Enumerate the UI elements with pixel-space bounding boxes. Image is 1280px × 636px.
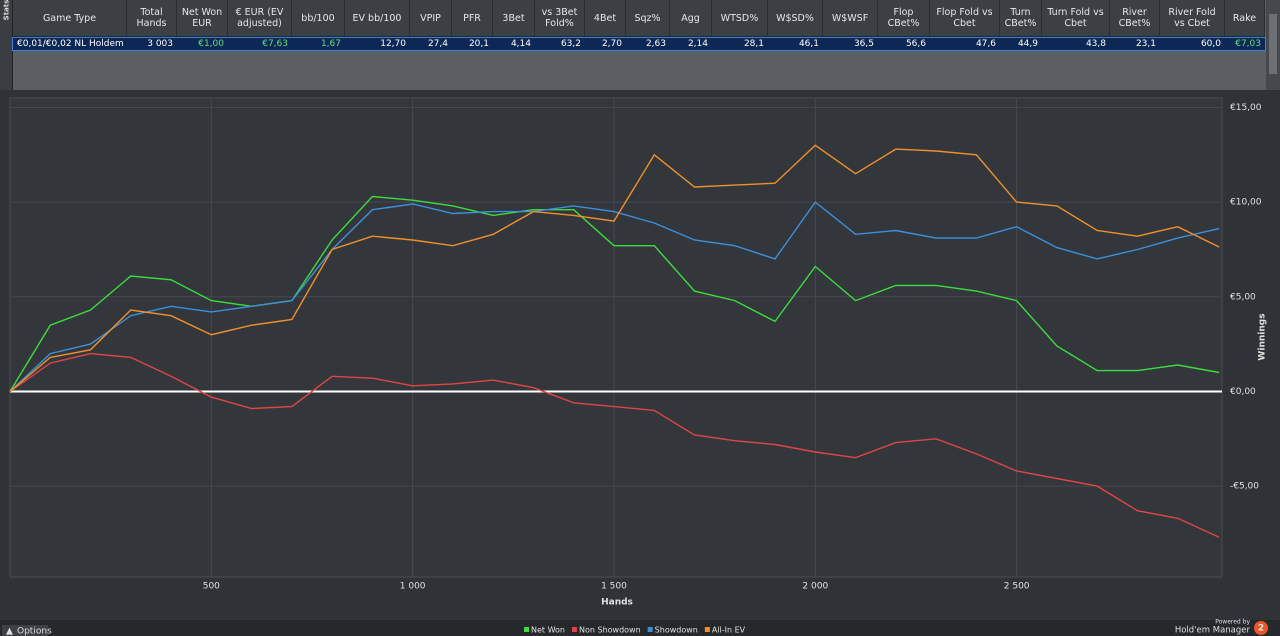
table-cell: €1,00 <box>198 39 224 49</box>
column-header[interactable]: River CBet% <box>1110 0 1160 36</box>
brand: Hold'em Manager <box>1175 626 1251 636</box>
series-line <box>9 201 1220 393</box>
options-label[interactable]: Options <box>17 627 52 636</box>
y-tick-label: €0,00 <box>1230 387 1256 397</box>
column-header[interactable]: Rake <box>1225 0 1265 36</box>
sidebar-label: Stats <box>2 0 11 21</box>
data-row: €0,01/€0,02 NL Holdem 3 003 €1,00 €7,63 1,67… <box>12 37 1266 51</box>
column-header[interactable]: Flop Fold vs Cbet <box>930 0 1000 36</box>
legend-swatch <box>524 627 529 632</box>
column-header[interactable]: W$SD% <box>768 0 823 36</box>
table-cell: 56,6 <box>905 39 926 49</box>
legend-swatch <box>704 627 710 632</box>
column-header[interactable]: € EUR (EV adjusted) <box>228 0 292 36</box>
column-header[interactable]: WTSD% <box>712 0 768 36</box>
options-tab[interactable] <box>2 625 48 636</box>
column-header[interactable]: River Fold vs Cbet <box>1160 0 1225 36</box>
table-cell: 27,4 <box>427 39 448 49</box>
table-cell: €0,01/€0,02 NL Holdem <box>17 39 124 49</box>
column-header[interactable]: Agg <box>670 0 712 36</box>
y-tick-label: €5,00 <box>1230 292 1256 302</box>
table-cell: 46,1 <box>798 39 819 49</box>
legend-swatch <box>647 627 653 632</box>
column-header[interactable]: EV bb/100 <box>345 0 410 36</box>
x-axis-title: Hands <box>601 598 633 608</box>
table-cell: 36,5 <box>853 39 874 49</box>
powered-by: Powered by <box>1215 619 1250 626</box>
table-cell: 3 003 <box>147 39 173 49</box>
scrollbar[interactable] <box>1266 0 1280 90</box>
legend-label: Net Won <box>531 626 565 635</box>
bottom-bar <box>0 620 1280 636</box>
y-tick-label: €15,00 <box>1230 103 1262 113</box>
brand-logo-text: 2 <box>1258 624 1264 634</box>
column-header[interactable]: VPIP <box>410 0 452 36</box>
x-tick-label: 500 <box>203 582 220 592</box>
x-tick-label: 1 500 <box>601 582 627 592</box>
table-cell: 44,9 <box>1017 39 1038 49</box>
sidebar-tab[interactable]: Stats <box>0 0 13 90</box>
x-tick-label: 2 000 <box>802 582 828 592</box>
stats-area: Stats Game Type Total Hands Net Won EUR € E… <box>0 0 1280 90</box>
scroll-thumb[interactable] <box>1269 14 1277 74</box>
table-cell: 23,1 <box>1135 39 1156 49</box>
table-cell: 28,1 <box>743 39 764 49</box>
column-header[interactable]: W$WSF <box>823 0 878 36</box>
brand-logo <box>1254 621 1268 635</box>
column-header[interactable]: Game Type <box>13 0 127 36</box>
series-line <box>9 195 1220 392</box>
table-cell: 4,14 <box>510 39 531 49</box>
column-header[interactable]: Turn CBet% <box>1000 0 1042 36</box>
header-row: Game Type Total Hands Net Won EUR € EUR (EV… <box>13 0 1265 37</box>
column-header[interactable]: vs 3Bet Fold% <box>535 0 585 36</box>
y-tick-label: €10,00 <box>1230 198 1262 208</box>
table-cell: 20,1 <box>468 39 489 49</box>
table-cell: 2,70 <box>601 39 622 49</box>
column-header[interactable]: 4Bet <box>585 0 626 36</box>
legend-swatch <box>572 627 577 632</box>
plot-area <box>9 97 1223 578</box>
legend-label: Showdown <box>655 626 698 635</box>
legend-label: Non Showdown <box>579 626 641 635</box>
table-cell: €7,63 <box>262 39 288 49</box>
options-arrow: ▲ <box>6 627 13 636</box>
stats-table: Game Type Total Hands Net Won EUR € EUR (EV… <box>12 0 1266 51</box>
table-cell: 2,63 <box>645 39 666 49</box>
column-header[interactable]: Turn Fold vs Cbet <box>1042 0 1110 36</box>
table-cell: 63,2 <box>560 39 581 49</box>
table-cell: 2,14 <box>687 39 708 49</box>
series-line <box>9 144 1220 393</box>
table-cell: 1,67 <box>320 39 341 49</box>
column-header[interactable]: Total Hands <box>127 0 177 36</box>
x-tick-label: 1 000 <box>400 582 426 592</box>
y-axis-title: Winnings <box>1258 313 1268 360</box>
column-header[interactable]: 3Bet <box>493 0 535 36</box>
table-cell: €7,03 <box>1235 39 1261 49</box>
column-header[interactable]: Sqz% <box>626 0 670 36</box>
table-cell: 60,0 <box>1200 39 1221 49</box>
table-cell: 12,70 <box>380 39 406 49</box>
column-header[interactable]: PFR <box>452 0 493 36</box>
column-header[interactable]: bb/100 <box>292 0 345 36</box>
table-cell: 43,8 <box>1085 39 1106 49</box>
series-line <box>9 352 1220 538</box>
table-cell: 47,6 <box>975 39 996 49</box>
x-tick-label: 2 500 <box>1004 582 1030 592</box>
legend-label: All-In EV <box>712 626 746 635</box>
column-header[interactable]: Flop CBet% <box>878 0 930 36</box>
column-header[interactable]: Net Won EUR <box>177 0 228 36</box>
y-tick-label: -€5,00 <box>1230 482 1259 492</box>
